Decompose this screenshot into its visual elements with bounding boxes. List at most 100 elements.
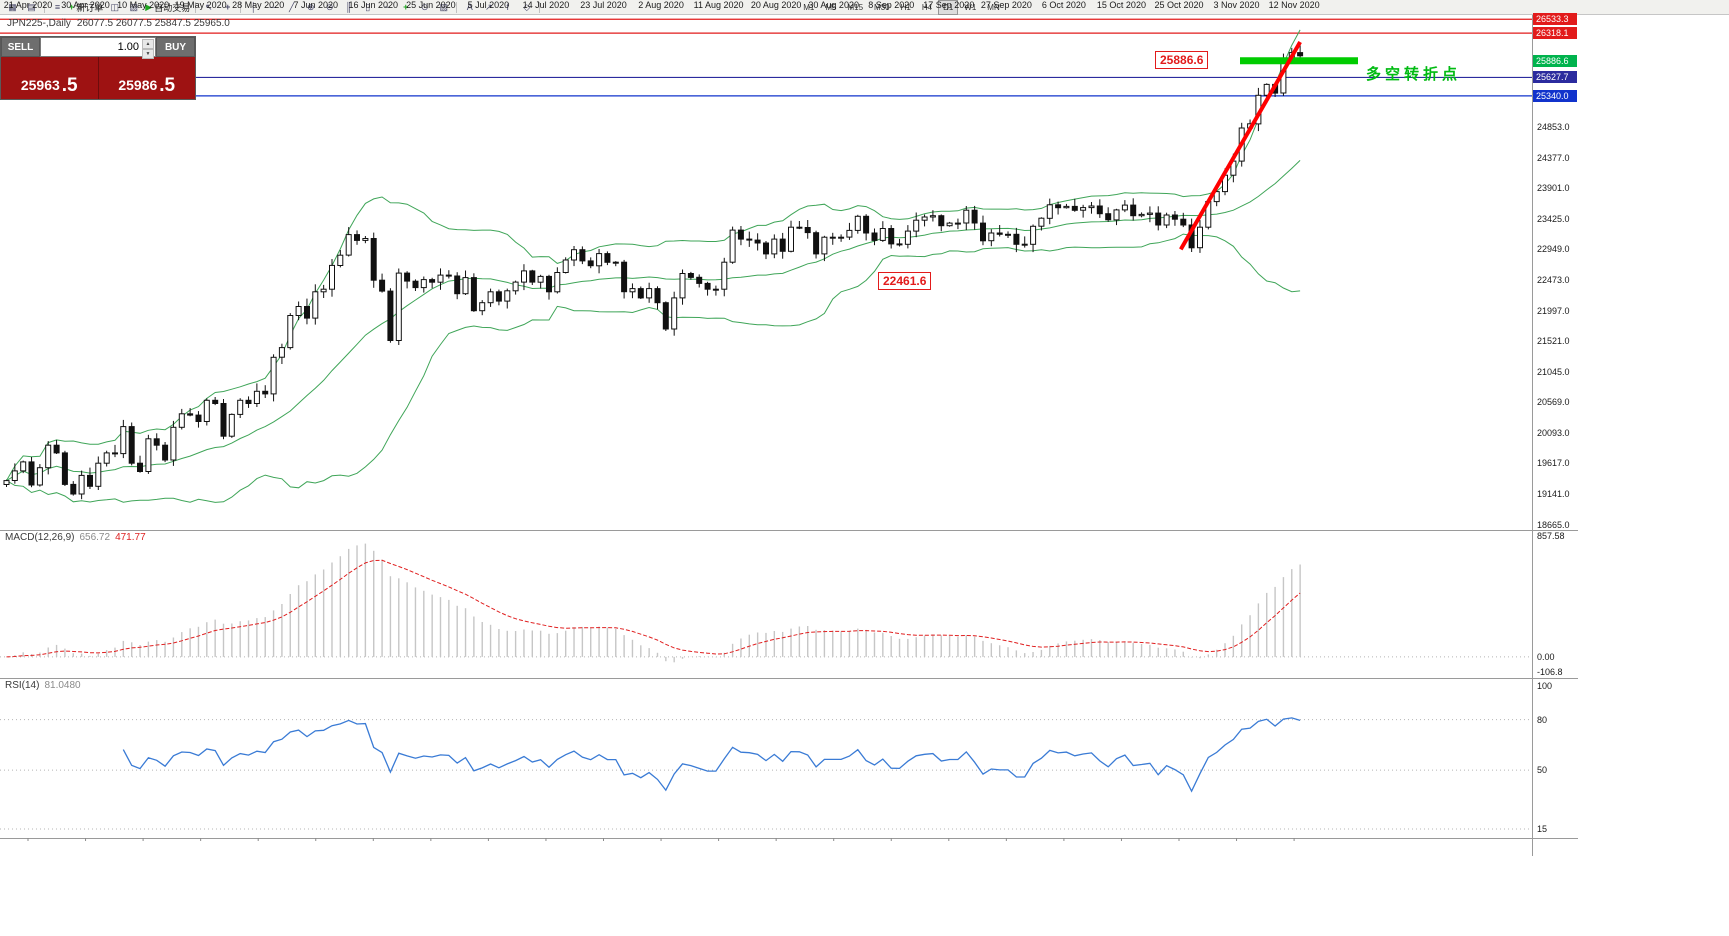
volume-box: ▲ ▼ [40,37,156,59]
buy-button[interactable]: BUY [156,37,195,57]
bar-chart-icon: ║ [345,1,352,12]
periods-icon[interactable]: ⊙ [415,1,434,14]
resistance-price-flag[interactable]: 25886.6 [1155,51,1209,69]
vertical-line-icon[interactable]: │ [244,1,263,14]
sell-price-main: 25963 [20,77,60,93]
zoom-in-icon: ⊕ [306,1,315,12]
macd-signal-line [6,559,1301,658]
macd-name: MACD(12,26,9) [5,532,75,543]
toolbar: ▦ ▤ ≡ + 新订单 ◫ ▧ ▶ 自动交易 ↖ + │ ─ ╱ ⊕ ⊖ ║ ▯ ~ + ⊙ ▨ A ↗ f ◇ M1 M5 M15 M3… [0,0,1729,15]
macd-main-value: 656.72 [79,532,111,543]
support-price-flag[interactable]: 22461.6 [878,272,932,290]
timeframe-h1[interactable]: H1 [900,2,911,12]
buy-price-main: 25986 [118,77,158,93]
cursor-icon[interactable]: ↖ [199,1,218,14]
timeframe-d1[interactable]: D1 [938,0,959,15]
trend-line[interactable] [1179,40,1302,251]
timeframe-h4[interactable]: H4 [921,2,933,12]
candles [3,45,1304,500]
chart-title: JPN225-,Daily 26077.5 26077.5 25847.5 259… [7,18,230,29]
timeframe-mn[interactable]: MN [987,2,1000,12]
toolbar-separator [456,1,458,13]
terminal-icon: ▧ [129,1,139,12]
crosshair-icon: + [225,1,231,12]
market-watch-icon: ≡ [54,1,61,12]
text-tool-icon: A [466,1,473,12]
navigator-icon[interactable]: ◫ [105,1,124,14]
toolbar-separator [44,1,45,13]
arrow-tool-icon: ↗ [484,1,493,12]
timeframe-w1[interactable]: W1 [964,2,977,12]
buy-price[interactable]: 25986 .5 [99,57,196,99]
terminal-icon[interactable]: ▧ [124,1,143,14]
text-tool-icon[interactable]: A [460,1,479,14]
sell-price[interactable]: 25963 .5 [1,57,99,99]
volume-down-icon[interactable]: ▼ [142,49,154,59]
line-chart-icon[interactable]: ~ [377,1,396,14]
timeframe-m1[interactable]: M1 [803,2,815,12]
vertical-line-icon: │ [250,1,257,12]
quote-prices-row: 25963 .5 25986 .5 [1,57,195,99]
trendline-icon[interactable]: ╱ [282,1,301,14]
shapes-icon: ◇ [523,1,531,12]
bar-chart-icon[interactable]: ║ [339,1,358,14]
trade-controls-row: SELL ▲ ▼ BUY [1,37,195,59]
one-click-trading-panel: SELL ▲ ▼ BUY 25963 .5 25986 .5 [0,36,196,100]
autotrading-icon: ▶ [145,1,153,12]
periods-icon: ⊙ [420,1,429,12]
volume-up-icon[interactable]: ▲ [142,39,154,49]
cursor-icon: ↖ [204,1,213,12]
rsi-value: 81.0480 [44,680,81,691]
zoom-in-icon[interactable]: ⊕ [301,1,320,14]
profiles-icon[interactable]: ▤ [22,1,41,14]
indicators-icon[interactable]: + [396,1,415,14]
toolbar-separator [539,1,541,13]
buy-price-frac: .5 [159,75,176,96]
arrow-tool-icon[interactable]: ↗ [479,1,498,14]
timeframe-m5[interactable]: M5 [825,2,837,12]
new-chart-icon: ▦ [8,1,17,12]
profiles-icon: ▤ [27,1,36,12]
sell-price-frac: .5 [61,75,78,96]
navigator-icon: ◫ [110,1,120,12]
shapes-icon[interactable]: ◇ [517,1,536,14]
timeframe-m30[interactable]: M30 [874,2,890,12]
rsi-name: RSI(14) [5,680,40,691]
macd-label: MACD(12,26,9) 656.72 471.77 [5,532,146,543]
bollinger-lower-band [6,233,1301,503]
line-chart-icon: ~ [384,1,390,12]
new-order-button[interactable]: + 新订单 [67,1,105,14]
bollinger-middle-band [6,160,1301,482]
crosshair-icon[interactable]: + [218,1,237,14]
horizontal-line-icon[interactable]: ─ [263,1,282,14]
fibonacci-icon[interactable]: f [498,1,517,14]
indicators-icon: + [403,1,409,12]
trendline-icon: ╱ [289,1,295,12]
volume-spinner: ▲ ▼ [142,39,154,59]
candle-chart-icon: ▯ [365,1,371,12]
volume-input[interactable] [41,40,155,54]
horizontal-line-icon: ─ [269,1,276,12]
rsi-label: RSI(14) 81.0480 [5,680,81,691]
chart-symbol-period: JPN225-,Daily [7,18,71,29]
new-order-icon: + [69,1,75,12]
new-chart-icon[interactable]: ▦ [3,1,22,14]
zoom-out-icon: ⊖ [325,1,334,12]
autotrading-label: 自动交易 [154,2,191,13]
macd-histogram [14,543,1301,663]
autotrading-button[interactable]: ▶ 自动交易 [143,1,192,14]
sell-button[interactable]: SELL [1,37,40,57]
templates-icon[interactable]: ▨ [434,1,453,14]
toolbar-separator [195,1,197,13]
toolbar-separator [240,1,242,13]
zoom-out-icon[interactable]: ⊖ [320,1,339,14]
timeframe-m15[interactable]: M15 [847,2,864,12]
new-order-label: 新订单 [76,2,104,13]
fibonacci-icon: f [506,1,509,12]
templates-icon: ▨ [439,1,448,12]
turning-point-text[interactable]: 多空转折点 [1366,66,1462,83]
candle-chart-icon[interactable]: ▯ [358,1,377,14]
market-watch-icon[interactable]: ≡ [48,1,67,14]
